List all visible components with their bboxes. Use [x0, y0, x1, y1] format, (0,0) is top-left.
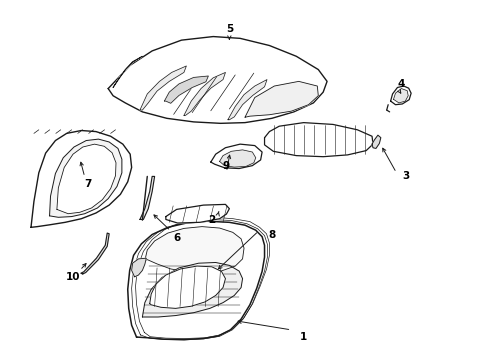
Polygon shape	[393, 89, 408, 103]
Polygon shape	[220, 150, 256, 167]
Polygon shape	[150, 266, 225, 309]
Polygon shape	[108, 37, 327, 123]
Text: 10: 10	[66, 272, 80, 282]
Polygon shape	[57, 144, 116, 214]
Polygon shape	[265, 123, 373, 157]
Polygon shape	[184, 72, 225, 116]
Text: 7: 7	[84, 179, 91, 189]
Polygon shape	[391, 86, 411, 105]
Polygon shape	[245, 81, 318, 117]
Polygon shape	[166, 204, 229, 223]
Polygon shape	[145, 226, 244, 273]
Polygon shape	[164, 76, 208, 103]
Polygon shape	[211, 144, 262, 168]
Polygon shape	[372, 135, 381, 148]
Text: 4: 4	[398, 79, 405, 89]
Text: 8: 8	[269, 230, 276, 239]
Polygon shape	[81, 233, 109, 274]
Polygon shape	[140, 66, 186, 110]
Polygon shape	[132, 258, 147, 277]
Text: 3: 3	[403, 171, 410, 181]
Polygon shape	[140, 176, 155, 220]
Text: 2: 2	[208, 215, 216, 225]
Polygon shape	[49, 139, 122, 217]
Text: 9: 9	[223, 161, 230, 171]
Text: 1: 1	[300, 332, 307, 342]
Polygon shape	[31, 131, 132, 227]
Polygon shape	[128, 221, 265, 339]
Polygon shape	[143, 262, 243, 317]
Text: 5: 5	[226, 24, 233, 35]
Polygon shape	[228, 80, 267, 120]
Text: 6: 6	[173, 233, 180, 243]
Polygon shape	[113, 56, 143, 87]
